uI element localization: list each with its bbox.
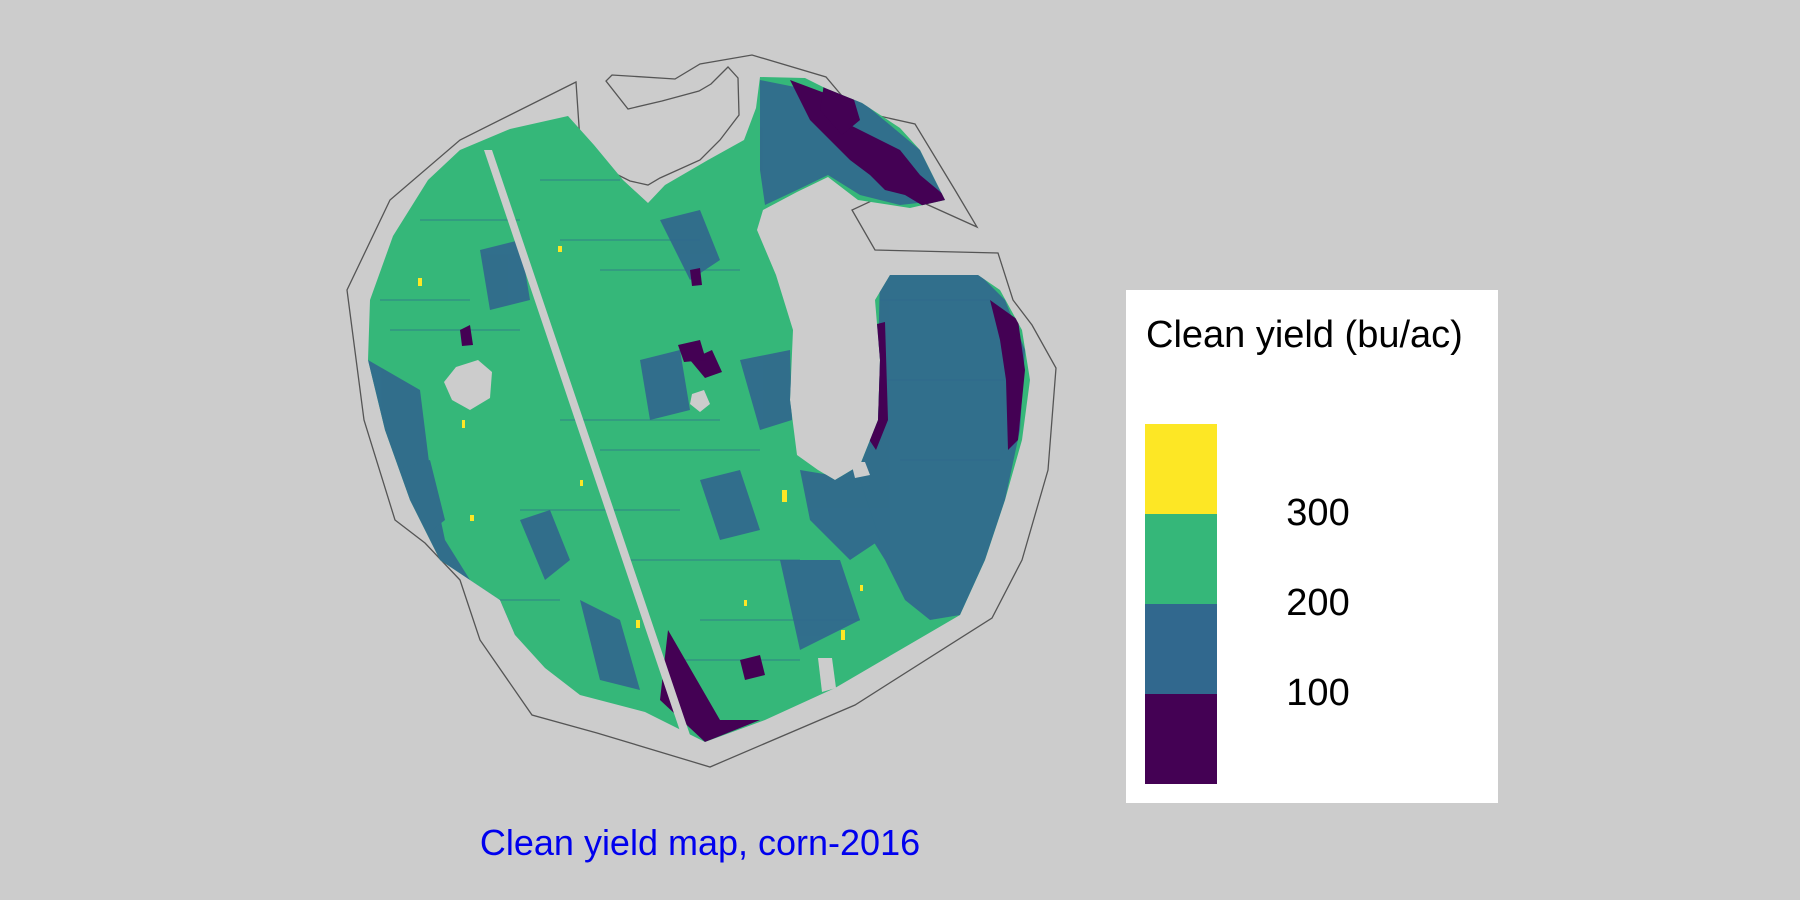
legend-swatch-highest <box>1145 424 1217 514</box>
yield-legend: Clean yield (bu/ac) 300 200 100 <box>1126 290 1498 803</box>
legend-title: Clean yield (bu/ac) <box>1146 314 1463 356</box>
map-caption: Clean yield map, corn-2016 <box>479 822 921 863</box>
legend-break-300: 300 <box>1286 492 1350 534</box>
legend-break-100: 100 <box>1286 672 1350 714</box>
field-boundary <box>346 54 1057 768</box>
yield-raster <box>368 77 1030 742</box>
legend-break-200: 200 <box>1286 582 1350 624</box>
legend-swatch-low <box>1145 694 1217 784</box>
no-data-areas <box>444 150 870 737</box>
legend-swatch-medium <box>1145 604 1217 694</box>
legend-swatch-high <box>1145 514 1217 604</box>
